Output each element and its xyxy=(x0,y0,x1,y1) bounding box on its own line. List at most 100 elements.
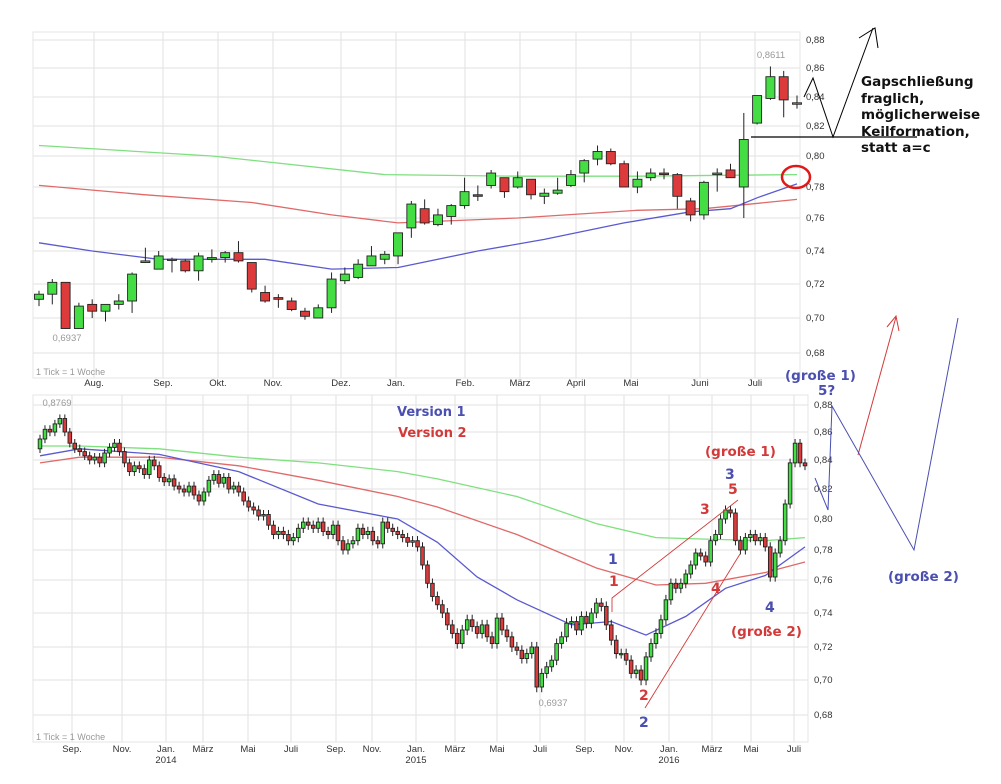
candle-body-up xyxy=(153,255,164,270)
note-line: fraglich, xyxy=(861,90,925,107)
candle-body-up xyxy=(713,534,718,542)
candle-body-down xyxy=(405,537,410,543)
candle xyxy=(375,536,381,549)
candle-body-up xyxy=(206,479,212,493)
candle-body-down xyxy=(474,626,480,634)
candle-body-down xyxy=(619,163,630,188)
candle-body-down xyxy=(77,448,82,453)
candle xyxy=(152,455,157,471)
candle xyxy=(181,484,187,497)
candle xyxy=(623,648,629,666)
candle-body-up xyxy=(782,503,788,542)
candle-body-down xyxy=(425,564,430,584)
x-tick-label: Mai xyxy=(623,378,638,389)
candle-body-down xyxy=(156,465,162,478)
candle xyxy=(659,168,669,180)
candle xyxy=(579,611,584,636)
candle-body-up xyxy=(564,622,569,638)
candle-body-up xyxy=(743,537,748,551)
candle xyxy=(406,200,417,238)
candle xyxy=(380,517,386,549)
version-2-legend: Version 2 xyxy=(398,426,467,441)
candle-body-up xyxy=(698,181,709,216)
candle-body-down xyxy=(152,459,157,467)
candle xyxy=(310,520,316,533)
candle xyxy=(355,523,361,546)
candle xyxy=(445,608,450,630)
candle xyxy=(325,526,331,540)
candle-body-up xyxy=(559,636,564,645)
candle xyxy=(645,168,656,181)
candle-body-up xyxy=(693,552,698,566)
candle xyxy=(802,458,808,471)
candle xyxy=(489,631,495,649)
candle-body-up xyxy=(276,530,281,535)
wave-label-red-2: 2 xyxy=(639,688,649,704)
candle xyxy=(718,514,723,540)
note-line: Gapschließung xyxy=(861,74,974,90)
high-value-label: 0,8611 xyxy=(757,50,785,61)
candle xyxy=(512,171,523,189)
candle-body-down xyxy=(419,208,430,224)
candle xyxy=(345,539,351,555)
candle xyxy=(137,461,142,474)
candle-body-up xyxy=(393,232,404,257)
candle-body-down xyxy=(609,624,614,641)
candle-body-up xyxy=(166,478,172,483)
candle xyxy=(648,638,654,662)
candle-body-up xyxy=(345,543,351,551)
candle xyxy=(425,560,430,589)
blue-projection-line xyxy=(814,317,959,552)
candle-body-down xyxy=(685,200,696,216)
candle-body-down xyxy=(420,546,425,566)
x-tick-year-label: 2016 xyxy=(658,755,679,766)
candle-body-up xyxy=(410,540,415,543)
plot-area xyxy=(32,31,801,379)
x-tick-label: Jan. xyxy=(407,744,425,755)
gap-closing-note: Gapschließung fraglich, möglicherweise K… xyxy=(861,74,980,157)
period-note: 1 Tick = 1 Woche xyxy=(36,367,105,377)
candle xyxy=(765,66,776,100)
x-tick-label: Sep. xyxy=(153,378,173,389)
candle xyxy=(658,614,664,639)
candle-body-up xyxy=(777,540,783,554)
candle-body-up xyxy=(792,442,798,464)
candle-body-down xyxy=(216,474,222,484)
candle xyxy=(353,259,364,280)
y-tick-label: 0,86 xyxy=(806,63,825,74)
bottom-weekly-chart: 0,88 0,86 0,84 0,82 0,80 0,78 0,76 0,74 0,72 0,70… xyxy=(32,394,833,766)
candle-body-down xyxy=(385,521,390,529)
candle-body-down xyxy=(171,478,177,487)
wave-label-red-4: 4 xyxy=(711,581,721,597)
candle-body-down xyxy=(266,514,271,526)
candle-body-down xyxy=(509,636,515,648)
x-tick-label: Sep. xyxy=(326,744,346,755)
candle-body-up xyxy=(645,172,656,179)
candle-body-up xyxy=(459,629,465,645)
x-tick-label: Jan. xyxy=(660,744,678,755)
candle-body-down xyxy=(415,540,420,548)
candle-body-down xyxy=(60,281,71,329)
candle-body-down xyxy=(698,552,703,557)
candle-body-up xyxy=(100,303,111,312)
candle xyxy=(574,616,579,636)
candle xyxy=(469,614,475,632)
candle-body-down xyxy=(241,491,246,502)
candle-body-up xyxy=(552,189,563,194)
x-tick-label: Mai xyxy=(743,744,758,755)
candle-body-up xyxy=(683,573,689,584)
red-wedge-upper-line xyxy=(611,499,739,612)
candle xyxy=(524,648,530,664)
candle xyxy=(393,232,404,265)
candle-body-up xyxy=(787,462,793,505)
candle-body-up xyxy=(539,672,544,688)
candle xyxy=(256,505,261,521)
moving-average-line xyxy=(39,456,806,586)
candle xyxy=(340,536,346,555)
candle-body-down xyxy=(395,530,400,535)
y-tick-label: 0,70 xyxy=(806,313,825,324)
candle xyxy=(87,451,92,465)
candle xyxy=(499,177,510,198)
candle xyxy=(176,481,182,494)
candle xyxy=(132,461,137,476)
